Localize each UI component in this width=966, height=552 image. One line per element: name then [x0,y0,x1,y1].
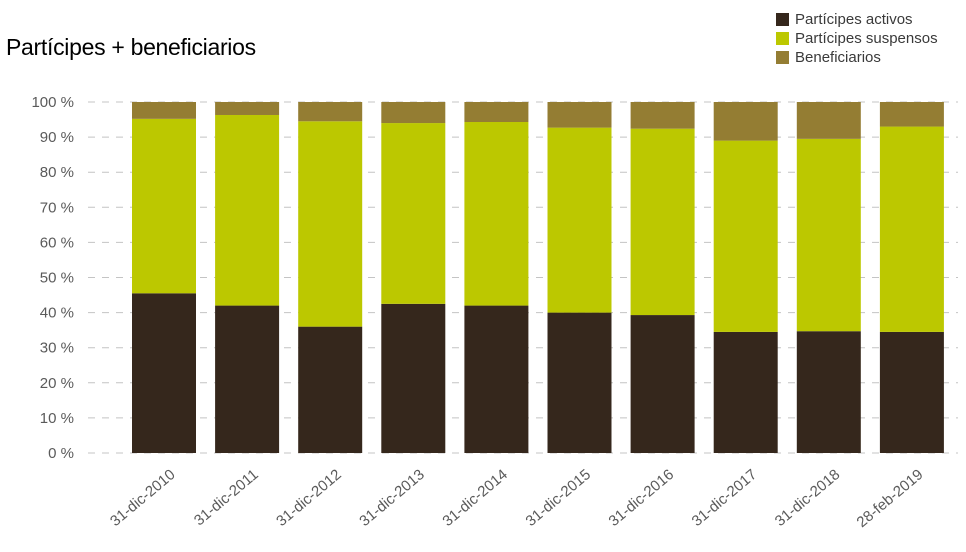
x-tick-label: 31-dic-2012 [273,466,345,530]
x-tick-label: 31-dic-2017 [689,466,761,530]
legend-item-activos: Partícipes activos [776,10,938,29]
y-tick-label: 30 % [40,340,74,357]
bar-segment [132,293,196,453]
y-tick-label: 100 % [31,94,74,111]
bar-segment [298,102,363,122]
x-tick-label: 31-dic-2010 [107,466,179,530]
chart-legend: Partícipes activos Partícipes suspensos … [776,10,938,67]
chart-title: Partícipes + beneficiarios [6,34,256,60]
bar-segment [796,331,861,453]
bar-segment [547,102,612,128]
bar-segment [630,102,695,129]
legend-label-activos: Partícipes activos [795,11,913,28]
y-tick-label: 80 % [40,164,74,181]
bar-segment [381,303,446,453]
y-tick-label: 20 % [40,375,74,392]
bar-segment [464,102,529,123]
y-tick-label: 10 % [40,410,74,427]
y-tick-label: 90 % [40,129,74,146]
bar-segment [215,102,280,115]
bar-segment [464,122,529,306]
bar-segment [713,140,778,332]
bar-segment [215,305,280,453]
bar-segment [547,312,612,453]
legend-swatch-activos [776,13,789,26]
bar-segment [298,326,363,453]
x-tick-label: 31-dic-2013 [356,466,428,530]
bar-segment [713,102,778,141]
bar-segment [796,138,861,332]
x-tick-label: 28-feb-2019 [854,466,927,531]
y-tick-label: 60 % [40,234,74,251]
bar-segment [630,315,695,453]
x-tick-label: 31-dic-2016 [606,466,678,530]
bar-segment [879,331,944,453]
legend-item-suspensos: Partícipes suspensos [776,29,938,48]
bar-segment [879,126,944,332]
x-tick-label: 31-dic-2018 [772,466,844,530]
bar-segment [547,127,612,313]
bar-segment [879,102,944,127]
y-tick-label: 70 % [40,199,74,216]
x-tick-label: 31-dic-2014 [439,466,511,530]
y-tick-label: 40 % [40,305,74,322]
bar-segment [464,305,529,453]
y-tick-label: 50 % [40,270,74,287]
x-tick-label: 31-dic-2011 [191,466,262,529]
bar-segment [298,121,363,327]
bar-segment [713,331,778,453]
legend-item-beneficiarios: Beneficiarios [776,48,938,67]
bar-segment [796,102,861,139]
bar-segment [132,102,196,119]
bar-segment [381,123,446,304]
x-tick-label: 31-dic-2015 [522,466,594,530]
legend-label-beneficiarios: Beneficiarios [795,49,881,66]
legend-label-suspensos: Partícipes suspensos [795,30,938,47]
y-tick-label: 0 % [48,445,74,462]
bar-segment [215,114,280,306]
legend-swatch-suspensos [776,32,789,45]
bar-segment [381,102,446,124]
bar-segment [630,128,695,316]
legend-swatch-beneficiarios [776,51,789,64]
bar-segment [132,118,196,294]
